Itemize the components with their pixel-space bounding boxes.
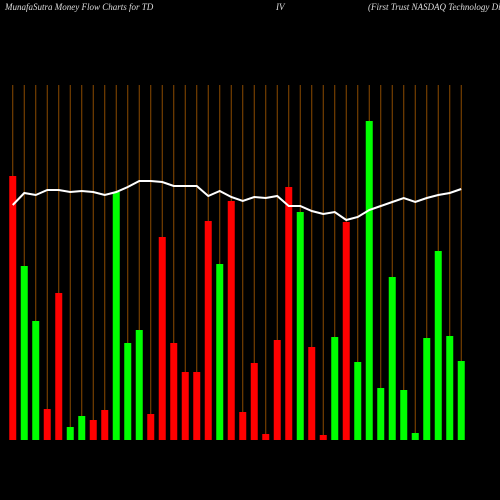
- bar: [9, 176, 17, 440]
- bar: [411, 433, 419, 440]
- bar: [170, 343, 178, 440]
- bar: [377, 388, 385, 440]
- chart-symbol: IV: [275, 2, 286, 12]
- chart-title: MunafaSutra Money Flow Charts for TD: [4, 2, 154, 12]
- bar: [158, 237, 166, 440]
- bar: [101, 410, 109, 440]
- bar: [55, 293, 63, 440]
- bar: [78, 416, 86, 440]
- chart-subtitle: (First Trust NASDAQ Technology Divid: [368, 2, 500, 12]
- bar: [446, 336, 454, 440]
- bar: [319, 435, 327, 440]
- money-flow-line: [12, 180, 462, 222]
- bar: [112, 192, 120, 440]
- bar: [388, 277, 396, 440]
- bar: [308, 347, 316, 440]
- bar: [250, 363, 258, 440]
- bar: [43, 409, 51, 440]
- bar: [193, 372, 201, 440]
- bar: [135, 330, 143, 440]
- bar: [239, 412, 247, 440]
- bar: [331, 337, 339, 440]
- bar: [181, 372, 189, 440]
- bar: [204, 221, 212, 440]
- bar: [296, 212, 304, 440]
- bar: [342, 222, 350, 440]
- bar: [285, 187, 293, 440]
- bar: [20, 266, 28, 440]
- bar: [365, 121, 373, 440]
- bar: [262, 434, 270, 440]
- bar: [227, 201, 235, 440]
- bar: [89, 420, 97, 440]
- bar: [434, 251, 442, 440]
- bar: [32, 321, 40, 440]
- bar: [147, 414, 155, 440]
- bar: [423, 338, 431, 440]
- bar: [457, 361, 465, 440]
- bar: [273, 340, 281, 440]
- bar: [354, 362, 362, 440]
- bar: [216, 264, 224, 440]
- bar: [400, 390, 408, 440]
- bar: [124, 343, 132, 440]
- bar: [66, 427, 74, 440]
